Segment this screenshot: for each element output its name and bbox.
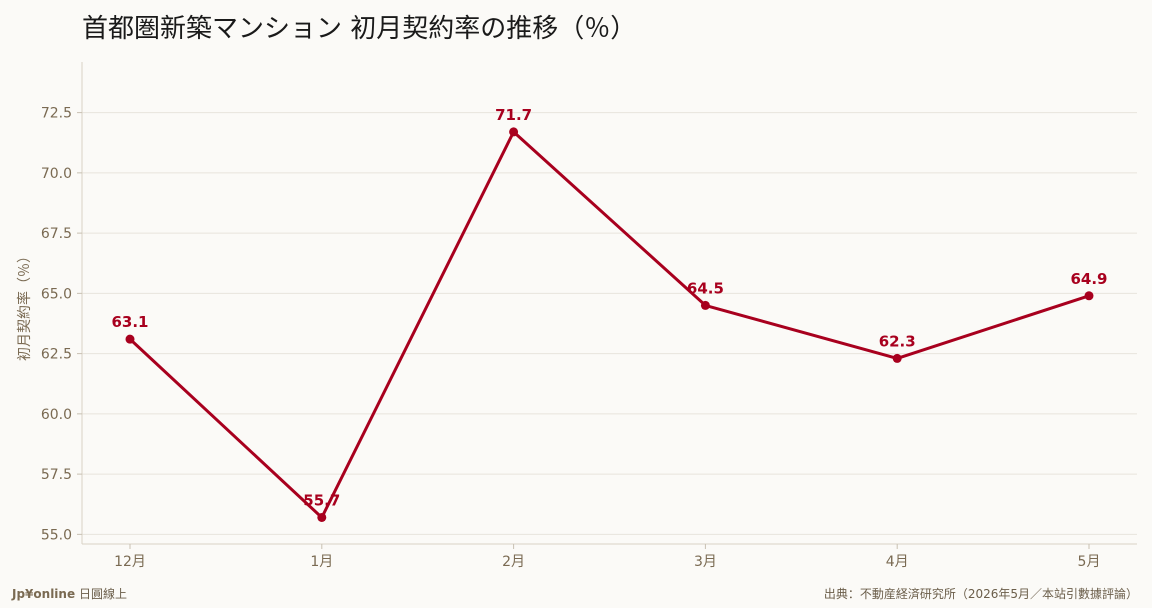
- x-tick-label: 5月: [1078, 554, 1101, 570]
- data-label: 62.3: [879, 332, 916, 350]
- x-tick-label: 12月: [114, 554, 146, 570]
- data-label: 64.9: [1070, 270, 1107, 288]
- y-tick-label: 60.0: [41, 407, 72, 423]
- data-label: 71.7: [495, 106, 532, 124]
- x-tick-label: 3月: [694, 554, 717, 570]
- data-point: [317, 512, 327, 522]
- y-tick-label: 72.5: [41, 106, 72, 122]
- data-label: 64.5: [687, 279, 724, 297]
- data-label: 63.1: [111, 313, 148, 331]
- data-point: [1084, 291, 1094, 301]
- source-note: 出典：不動産経済研究所（2026年5月／本站引數據評論）: [823, 587, 1138, 601]
- footer-brand: Jp¥online 日圓線上: [12, 585, 127, 602]
- y-tick-label: 65.0: [41, 286, 72, 302]
- y-tick-label: 62.5: [41, 347, 72, 363]
- x-tick-labels: 12月 1月 2月 3月 4月 5月: [114, 544, 1100, 570]
- y-tick-labels: 55.0 57.5 60.0 62.5 65.0 67.5 70.0 72.5: [41, 106, 82, 543]
- y-axis-label: 初月契約率（％）: [16, 249, 33, 361]
- data-label: 55.7: [303, 491, 340, 509]
- y-tick-label: 57.5: [41, 467, 72, 483]
- chart-title: 首都圏新築マンション 初月契約率の推移（％）: [82, 14, 637, 44]
- x-tick-label: 1月: [310, 554, 333, 570]
- brand-subtitle: 日圓線上: [78, 587, 127, 601]
- data-labels: 63.1 55.7 71.7 64.5 62.3 64.9: [111, 106, 1107, 510]
- y-tick-label: 67.5: [41, 226, 72, 242]
- data-point: [700, 300, 710, 310]
- series-group: [125, 127, 1094, 522]
- grid-lines: [82, 112, 1137, 535]
- y-tick-label: 70.0: [41, 166, 72, 182]
- x-tick-label: 2月: [502, 554, 525, 570]
- data-point: [509, 127, 519, 137]
- data-point: [892, 353, 902, 363]
- series-line: [128, 130, 1090, 519]
- x-tick-label: 4月: [886, 554, 909, 570]
- y-tick-label: 55.0: [41, 527, 72, 543]
- brand-name: Jp¥online: [12, 587, 76, 601]
- data-point: [125, 334, 135, 344]
